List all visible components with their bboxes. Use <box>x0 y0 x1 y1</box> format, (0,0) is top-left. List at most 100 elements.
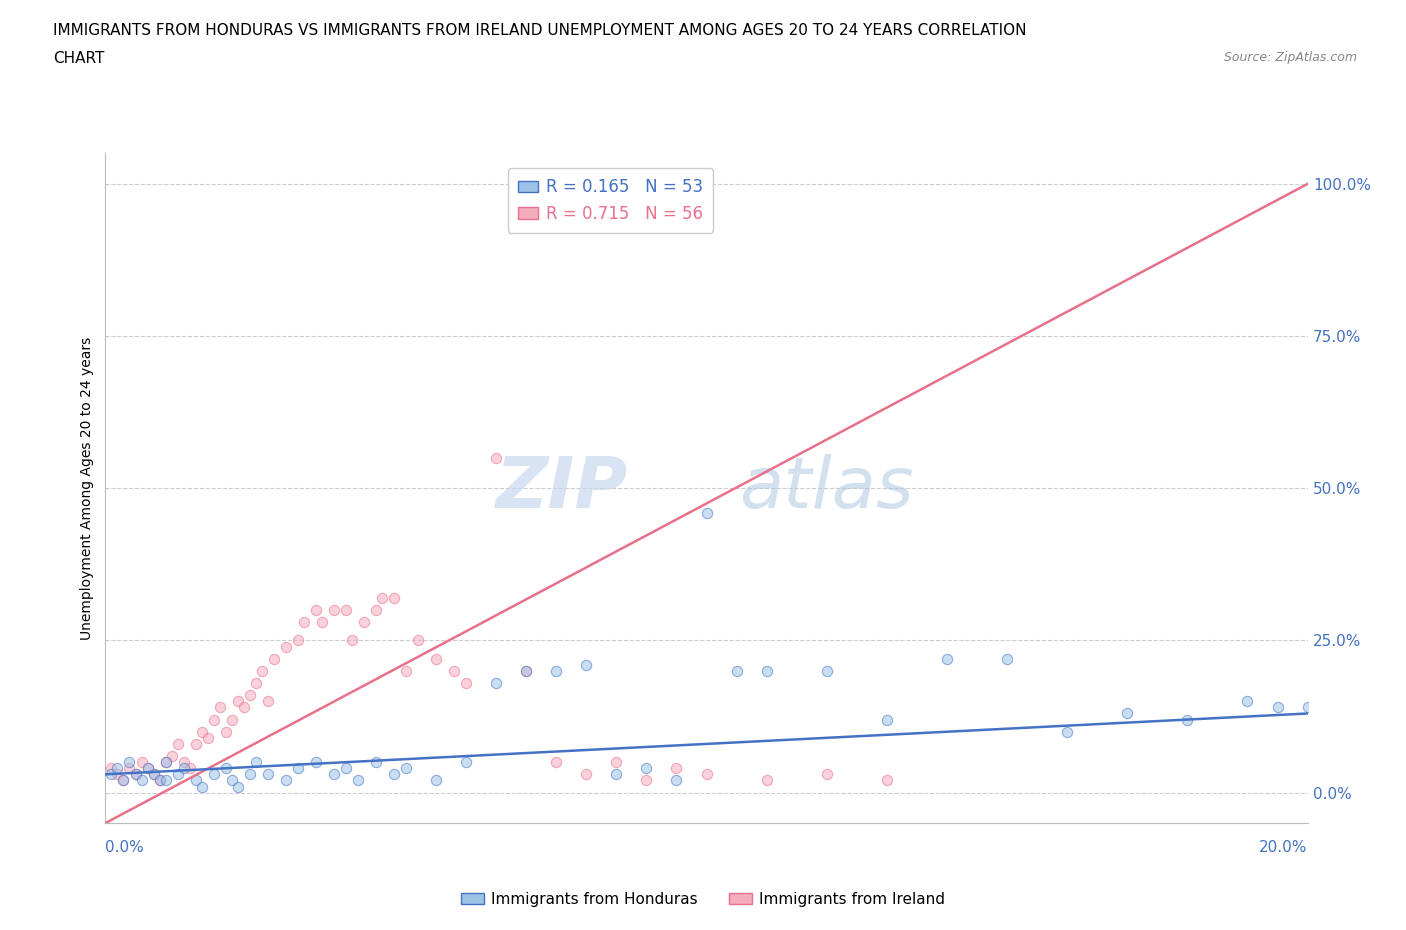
Point <box>665 761 688 776</box>
Point <box>245 675 267 690</box>
Point <box>166 737 188 751</box>
Point <box>305 603 328 618</box>
Point <box>406 633 429 648</box>
Point <box>118 761 141 776</box>
Point <box>173 761 195 776</box>
Point <box>311 615 333 630</box>
Point <box>725 663 748 678</box>
Point <box>575 658 598 672</box>
Point <box>245 755 267 770</box>
Point <box>239 688 262 703</box>
Text: Source: ZipAtlas.com: Source: ZipAtlas.com <box>1223 51 1357 64</box>
Point <box>347 773 370 788</box>
Point <box>665 773 688 788</box>
Point <box>173 755 195 770</box>
Point <box>605 755 627 770</box>
Point <box>546 663 568 678</box>
Point <box>382 767 405 782</box>
Point <box>232 700 254 715</box>
Point <box>815 663 838 678</box>
Point <box>515 663 537 678</box>
Point <box>107 761 129 776</box>
Point <box>876 712 898 727</box>
Point <box>575 767 598 782</box>
Point <box>335 603 357 618</box>
Point <box>1056 724 1078 739</box>
Point <box>214 761 236 776</box>
Point <box>364 755 387 770</box>
Point <box>107 767 129 782</box>
Point <box>287 633 309 648</box>
Point <box>696 505 718 520</box>
Point <box>190 724 212 739</box>
Point <box>364 603 387 618</box>
Text: atlas: atlas <box>740 454 914 523</box>
Point <box>995 651 1018 666</box>
Point <box>190 779 212 794</box>
Point <box>184 773 207 788</box>
Text: IMMIGRANTS FROM HONDURAS VS IMMIGRANTS FROM IRELAND UNEMPLOYMENT AMONG AGES 20 T: IMMIGRANTS FROM HONDURAS VS IMMIGRANTS F… <box>53 23 1026 38</box>
Text: 20.0%: 20.0% <box>1260 840 1308 855</box>
Point <box>226 779 249 794</box>
Point <box>515 663 537 678</box>
Point <box>274 773 297 788</box>
Point <box>274 639 297 654</box>
Text: 0.0%: 0.0% <box>105 840 145 855</box>
Point <box>696 767 718 782</box>
Point <box>1236 694 1258 709</box>
Point <box>118 755 141 770</box>
Point <box>371 591 394 605</box>
Point <box>636 773 658 788</box>
Point <box>221 773 243 788</box>
Point <box>155 755 177 770</box>
Point <box>100 761 122 776</box>
Point <box>340 633 363 648</box>
Point <box>755 773 778 788</box>
Text: ZIP: ZIP <box>496 454 628 523</box>
Point <box>131 773 153 788</box>
Point <box>131 755 153 770</box>
Point <box>155 773 177 788</box>
Point <box>214 724 236 739</box>
Point <box>148 773 170 788</box>
Point <box>1116 706 1139 721</box>
Text: CHART: CHART <box>53 51 105 66</box>
Point <box>202 712 225 727</box>
Point <box>148 773 170 788</box>
Point <box>263 651 285 666</box>
Point <box>160 749 183 764</box>
Point <box>1267 700 1289 715</box>
Point <box>305 755 328 770</box>
Point <box>936 651 959 666</box>
Point <box>636 761 658 776</box>
Point <box>124 767 146 782</box>
Point <box>454 675 477 690</box>
Point <box>239 767 262 782</box>
Y-axis label: Unemployment Among Ages 20 to 24 years: Unemployment Among Ages 20 to 24 years <box>80 337 94 640</box>
Point <box>256 767 278 782</box>
Legend: R = 0.165   N = 53, R = 0.715   N = 56: R = 0.165 N = 53, R = 0.715 N = 56 <box>508 168 713 232</box>
Point <box>136 761 159 776</box>
Point <box>124 767 146 782</box>
Point <box>256 694 278 709</box>
Point <box>208 700 231 715</box>
Point <box>221 712 243 727</box>
Point <box>605 767 627 782</box>
Point <box>454 755 477 770</box>
Point <box>226 694 249 709</box>
Point <box>136 761 159 776</box>
Point <box>876 773 898 788</box>
Point <box>100 767 122 782</box>
Point <box>202 767 225 782</box>
Legend: Immigrants from Honduras, Immigrants from Ireland: Immigrants from Honduras, Immigrants fro… <box>454 886 952 913</box>
Point <box>1175 712 1198 727</box>
Point <box>382 591 405 605</box>
Point <box>755 663 778 678</box>
Point <box>443 663 465 678</box>
Point <box>322 603 344 618</box>
Point <box>142 767 165 782</box>
Point <box>166 767 188 782</box>
Point <box>485 675 508 690</box>
Point <box>1296 700 1319 715</box>
Point <box>425 651 447 666</box>
